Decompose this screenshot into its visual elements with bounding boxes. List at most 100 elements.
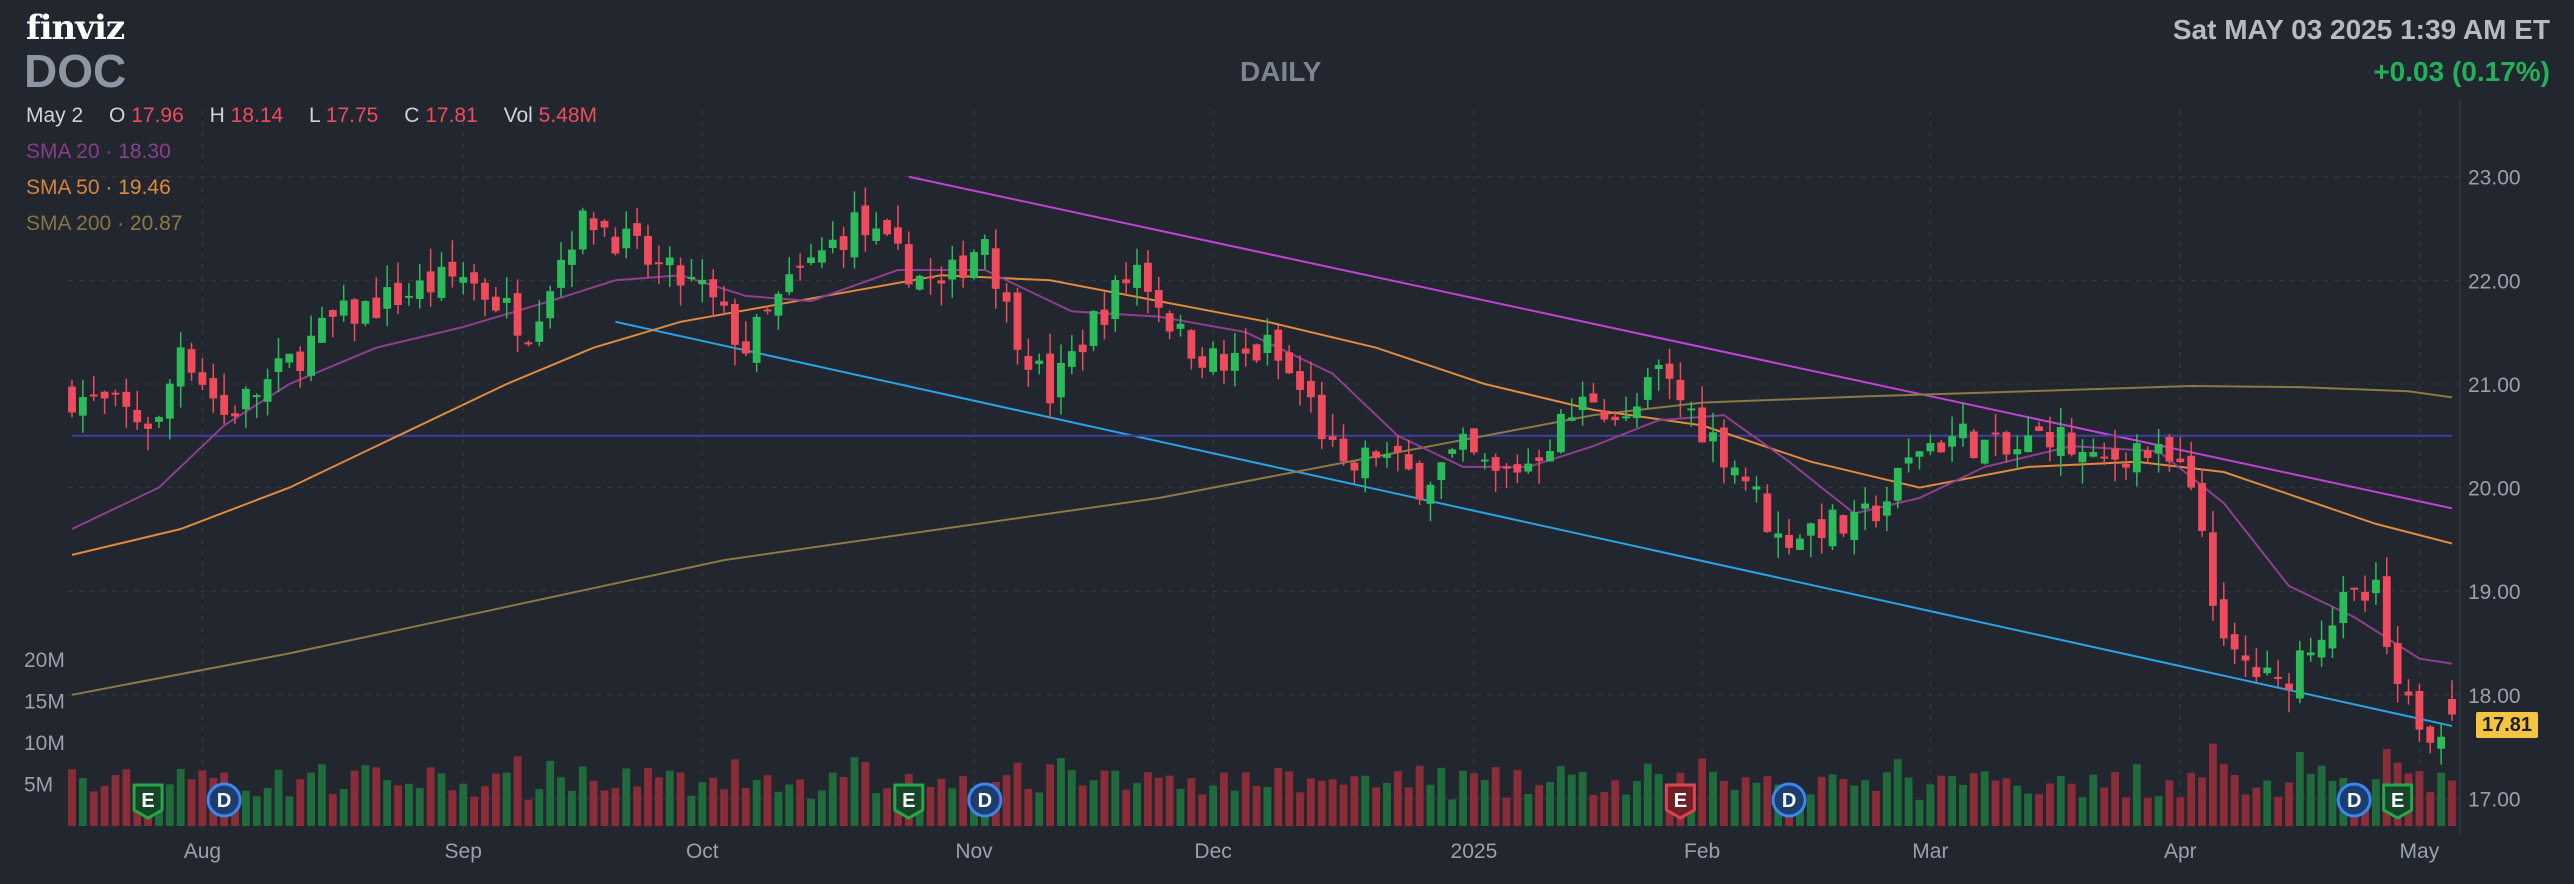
volume-tick-label: 10M bbox=[24, 732, 65, 755]
candle-body bbox=[1502, 466, 1511, 469]
candle-body bbox=[122, 391, 131, 407]
candle-body bbox=[1209, 348, 1218, 372]
candle-body bbox=[1252, 344, 1261, 361]
finviz-logo[interactable]: finviz bbox=[26, 8, 125, 48]
volume-bar bbox=[524, 799, 533, 826]
volume-bar bbox=[307, 772, 315, 826]
volume-bar bbox=[709, 777, 718, 826]
candle-body bbox=[1991, 432, 2000, 435]
volume-bar bbox=[2426, 792, 2435, 826]
candle-body bbox=[1122, 279, 1131, 284]
candle-body bbox=[622, 228, 631, 249]
volume-bar bbox=[1426, 784, 1435, 826]
volume-bar bbox=[491, 773, 500, 826]
x-tick-label: Sep bbox=[445, 840, 482, 863]
candle-body bbox=[2393, 643, 2402, 684]
candle-body bbox=[502, 297, 511, 303]
candle-body bbox=[1470, 428, 1478, 453]
candle-body bbox=[1317, 394, 1326, 440]
close-value: 17.81 bbox=[425, 104, 478, 127]
candle-body bbox=[2285, 683, 2293, 690]
ohlc-readout: May 2 O 17.96 H 18.14 L 17.75 C 17.81 Vo… bbox=[26, 104, 597, 128]
volume-bar bbox=[872, 793, 881, 826]
candle-body bbox=[589, 218, 598, 231]
candle-body bbox=[839, 236, 848, 250]
volume-bar bbox=[1491, 767, 1500, 826]
volume-bar bbox=[2328, 780, 2337, 826]
volume-bar bbox=[122, 769, 131, 826]
candle-body bbox=[372, 297, 381, 318]
volume-bar bbox=[1046, 764, 1054, 826]
candle-body bbox=[904, 244, 913, 285]
candle-body bbox=[1187, 330, 1196, 359]
volume-bar bbox=[654, 777, 663, 826]
sma20-name: SMA 20 bbox=[26, 140, 100, 163]
volume-bar bbox=[1339, 784, 1348, 826]
volume-bar bbox=[1404, 787, 1413, 826]
volume-bar bbox=[1937, 775, 1946, 826]
volume-bar bbox=[1154, 777, 1163, 826]
volume-bar bbox=[1611, 780, 1620, 826]
candle-body bbox=[2426, 726, 2435, 743]
candle-body bbox=[448, 261, 457, 277]
volume-bar bbox=[296, 779, 305, 826]
volume-bar bbox=[1643, 763, 1652, 826]
candle-body bbox=[1774, 533, 1783, 538]
volume-bar bbox=[328, 794, 337, 826]
volume-bar bbox=[502, 772, 511, 826]
low-label: L bbox=[309, 104, 320, 127]
candle-body bbox=[1535, 457, 1544, 462]
volume-bar bbox=[2209, 743, 2217, 826]
candle-body bbox=[1785, 534, 1793, 548]
candle-body bbox=[1872, 505, 1880, 522]
volume-bar bbox=[2154, 796, 2163, 826]
sma50-legend[interactable]: SMA 50 · 19.46 bbox=[26, 176, 171, 199]
volume-bar bbox=[1274, 767, 1283, 826]
volume-bar bbox=[2024, 793, 2033, 826]
candle-body bbox=[2132, 443, 2141, 473]
candle-body bbox=[644, 235, 652, 265]
volume-bar bbox=[1230, 790, 1239, 826]
volume-bar bbox=[383, 780, 392, 826]
sma200-legend[interactable]: SMA 200 · 20.87 bbox=[26, 212, 183, 235]
candle-body bbox=[1241, 348, 1250, 354]
volume-bar bbox=[1252, 786, 1261, 826]
volume-bar bbox=[448, 790, 457, 826]
candle-body bbox=[2176, 458, 2185, 463]
high-label: H bbox=[209, 104, 225, 127]
volume-bar bbox=[89, 791, 98, 826]
candle-body bbox=[1306, 380, 1315, 398]
low-value: 17.75 bbox=[325, 104, 379, 127]
candle-body bbox=[2100, 456, 2109, 459]
volume-bar bbox=[1024, 788, 1033, 826]
candle-body bbox=[1078, 344, 1087, 353]
volume-bar bbox=[578, 766, 587, 826]
candle-body bbox=[1480, 459, 1489, 462]
volume-bar bbox=[1002, 775, 1011, 826]
candle-body bbox=[459, 277, 468, 283]
volume-bar bbox=[1393, 771, 1402, 826]
volume-bar bbox=[1969, 773, 1978, 826]
volume-bar bbox=[611, 787, 620, 826]
volume-bar bbox=[1035, 792, 1044, 826]
volume-bar bbox=[741, 787, 750, 826]
sma20-legend[interactable]: SMA 20 · 18.30 bbox=[26, 140, 171, 163]
volume-bar bbox=[252, 796, 261, 826]
volume-bar bbox=[1622, 794, 1630, 826]
volume-bar bbox=[2372, 779, 2380, 826]
volume-bar bbox=[600, 790, 609, 826]
candle-body bbox=[600, 220, 609, 228]
volume-bar bbox=[2448, 780, 2456, 826]
volume-bar bbox=[187, 779, 196, 826]
candle-body bbox=[2241, 655, 2250, 661]
candle-body bbox=[1937, 442, 1946, 453]
volume-bar bbox=[2274, 796, 2283, 826]
candle-body bbox=[383, 287, 392, 309]
candle-body bbox=[828, 239, 837, 248]
volume-bar bbox=[1057, 758, 1065, 826]
volume-bar bbox=[1122, 789, 1131, 826]
dividend-marker bbox=[206, 782, 242, 818]
sma20-value: 18.30 bbox=[118, 140, 171, 163]
candle-body bbox=[785, 274, 794, 293]
